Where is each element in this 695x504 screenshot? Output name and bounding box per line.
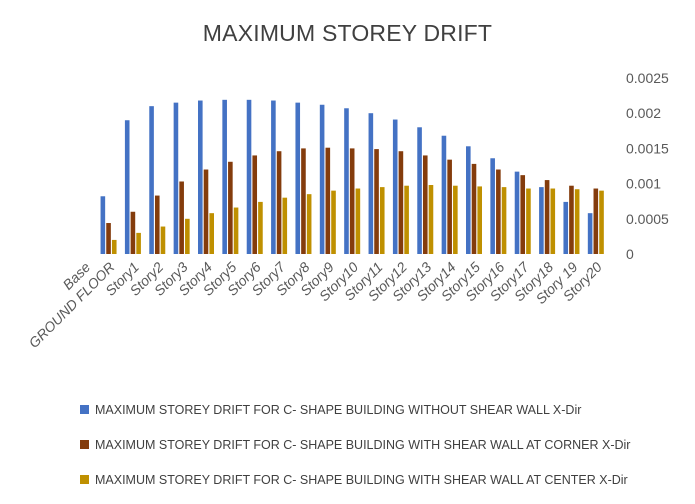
bar-series-2 [398, 151, 404, 254]
legend-item: MAXIMUM STOREY DRIFT FOR C- SHAPE BUILDI… [80, 392, 630, 427]
bar-series-3 [160, 226, 166, 254]
bar-series-2 [374, 149, 379, 254]
legend-swatch [80, 405, 89, 414]
bar-series-1 [344, 108, 349, 255]
bar-series-1 [539, 187, 544, 254]
bar-series-3 [526, 188, 531, 254]
bar-series-3 [428, 185, 434, 254]
bar-series-3 [111, 239, 117, 254]
bar-series-3 [355, 188, 361, 254]
bar-series-3 [306, 194, 312, 254]
bar-series-3 [501, 187, 507, 254]
bar-series-2 [422, 155, 428, 254]
bar-series-1 [124, 120, 130, 255]
bar-series-3 [136, 232, 141, 254]
bar-series-2 [228, 161, 233, 254]
legend-label: MAXIMUM STOREY DRIFT FOR C- SHAPE BUILDI… [95, 437, 631, 452]
legend-item: MAXIMUM STOREY DRIFT FOR C- SHAPE BUILDI… [80, 462, 630, 497]
bar-series-2 [130, 211, 136, 254]
bar-series-2 [154, 195, 160, 254]
bar-series-3 [233, 207, 239, 254]
bar-series-3 [258, 201, 263, 254]
y-tick-label: 0.0015 [626, 140, 669, 156]
bar-series-2 [252, 155, 258, 254]
bar-series-1 [149, 106, 154, 254]
legend-item: MAXIMUM STOREY DRIFT FOR C- SHAPE BUILDI… [80, 427, 630, 462]
bar-series-3 [282, 197, 288, 254]
bar-series-1 [490, 158, 495, 254]
bar-series-2 [520, 175, 526, 254]
bar-series-3 [599, 190, 604, 254]
bar-series-1 [222, 99, 227, 254]
bar-series-1 [514, 171, 520, 254]
bar-series-1 [100, 196, 106, 254]
bar-series-2 [569, 185, 574, 254]
legend-label: MAXIMUM STOREY DRIFT FOR C- SHAPE BUILDI… [95, 402, 582, 417]
y-tick-label: 0.0025 [626, 70, 669, 86]
chart-legend: MAXIMUM STOREY DRIFT FOR C- SHAPE BUILDI… [80, 392, 630, 497]
bar-series-2 [544, 180, 550, 254]
bar-series-2 [496, 169, 501, 254]
bar-series-2 [593, 188, 599, 254]
bar-series-1 [392, 119, 398, 254]
legend-swatch [80, 475, 89, 484]
bar-series-2 [349, 148, 355, 254]
bar-series-2 [203, 169, 209, 254]
y-tick-label: 0.0005 [626, 211, 669, 227]
bar-series-1 [466, 146, 471, 254]
bar-series-2 [276, 151, 282, 254]
bar-series-2 [106, 223, 111, 254]
y-tick-label: 0 [626, 246, 634, 262]
bar-series-1 [417, 127, 422, 254]
bar-series-3 [404, 185, 409, 254]
legend-label: MAXIMUM STOREY DRIFT FOR C- SHAPE BUILDI… [95, 472, 628, 487]
bar-series-1 [198, 100, 203, 254]
bar-series-3 [574, 189, 580, 254]
bar-series-3 [379, 187, 385, 254]
bar-series-3 [185, 218, 190, 254]
bar-series-1 [319, 104, 325, 254]
y-tick-label: 0.001 [626, 176, 661, 192]
bar-series-1 [295, 102, 301, 254]
bar-series-3 [331, 190, 336, 254]
bar-series-1 [173, 102, 179, 254]
bar-series-1 [563, 201, 569, 254]
y-tick-label: 0.002 [626, 105, 661, 121]
bar-series-1 [246, 99, 252, 254]
bar-series-3 [477, 186, 482, 254]
bar-series-3 [550, 188, 556, 254]
bar-series-2 [447, 159, 452, 254]
bar-series-1 [271, 100, 276, 254]
bar-series-1 [587, 213, 593, 254]
bar-series-2 [301, 148, 306, 254]
bar-series-2 [325, 147, 331, 254]
bar-series-3 [209, 213, 214, 254]
bar-series-3 [453, 185, 458, 254]
legend-swatch [80, 440, 89, 449]
bar-series-2 [471, 163, 477, 254]
bar-series-1 [368, 113, 374, 254]
bar-series-2 [179, 181, 184, 254]
chart-title: MAXIMUM STOREY DRIFT [202, 20, 493, 46]
bar-series-1 [441, 135, 447, 254]
